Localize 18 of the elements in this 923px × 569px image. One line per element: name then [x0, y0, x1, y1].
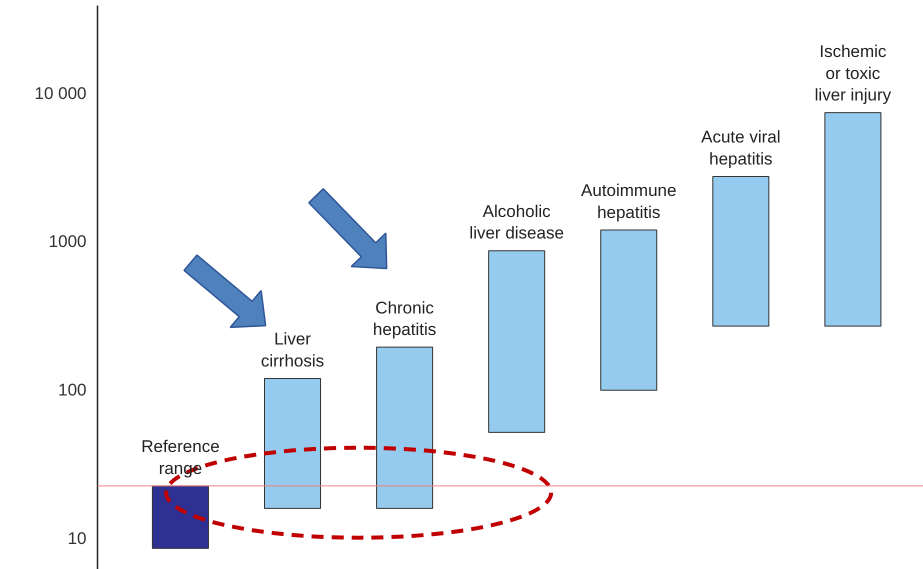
y-tick-label: 100 [58, 380, 87, 400]
x-tick-label: Chronic hepatitis [372, 298, 436, 340]
y-tick-label: 10 000 [34, 84, 87, 103]
bar [264, 378, 322, 509]
bar [488, 250, 546, 433]
bar [376, 346, 434, 509]
bar [712, 176, 770, 327]
x-tick-label: Autoimmune hepatitis [581, 181, 676, 222]
x-tick-label: Ischemic or toxic liver injury [814, 42, 892, 105]
y-tick-label: 1000 [48, 232, 87, 252]
x-tick-label: Alcoholic liver disease [469, 202, 564, 243]
bar [824, 112, 882, 327]
bar [600, 229, 658, 391]
bar [152, 485, 209, 549]
x-tick-label: Liver cirrhosis [260, 330, 324, 370]
x-tick-label: Acute viral hepatitis [701, 128, 781, 168]
x-tick-label: Reference range [141, 436, 220, 478]
y-tick-label: 10 [68, 529, 87, 548]
